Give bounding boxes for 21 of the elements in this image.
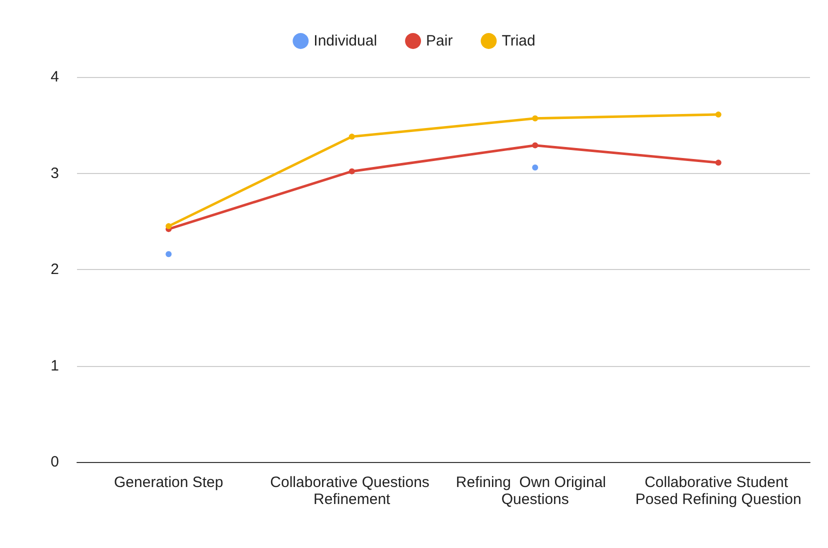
y-tick-label: 2 bbox=[50, 261, 59, 278]
legend-label: Triad bbox=[502, 32, 536, 50]
point bbox=[715, 112, 722, 118]
y-tick-label: 4 bbox=[50, 68, 59, 86]
x-tick-label: Generation Step bbox=[114, 474, 224, 491]
y-tick-label: 3 bbox=[50, 164, 59, 182]
point bbox=[715, 160, 722, 166]
legend-label: Individual bbox=[314, 32, 378, 50]
point bbox=[166, 223, 172, 230]
point bbox=[532, 142, 538, 148]
point bbox=[532, 164, 538, 170]
point bbox=[166, 251, 172, 258]
x-tick-label: Collaborative Student Posed Refining Question bbox=[635, 474, 802, 508]
y-tick-label: 0 bbox=[50, 454, 59, 470]
point bbox=[348, 134, 355, 140]
point bbox=[348, 168, 355, 174]
x-tick-label: Refining Own Original Questions bbox=[456, 474, 614, 508]
point bbox=[532, 115, 538, 122]
x-tick-label: Collaborative Questions Refinement bbox=[270, 474, 434, 508]
y-tick-label: 1 bbox=[50, 357, 59, 374]
legend-label: Pair bbox=[426, 32, 453, 50]
